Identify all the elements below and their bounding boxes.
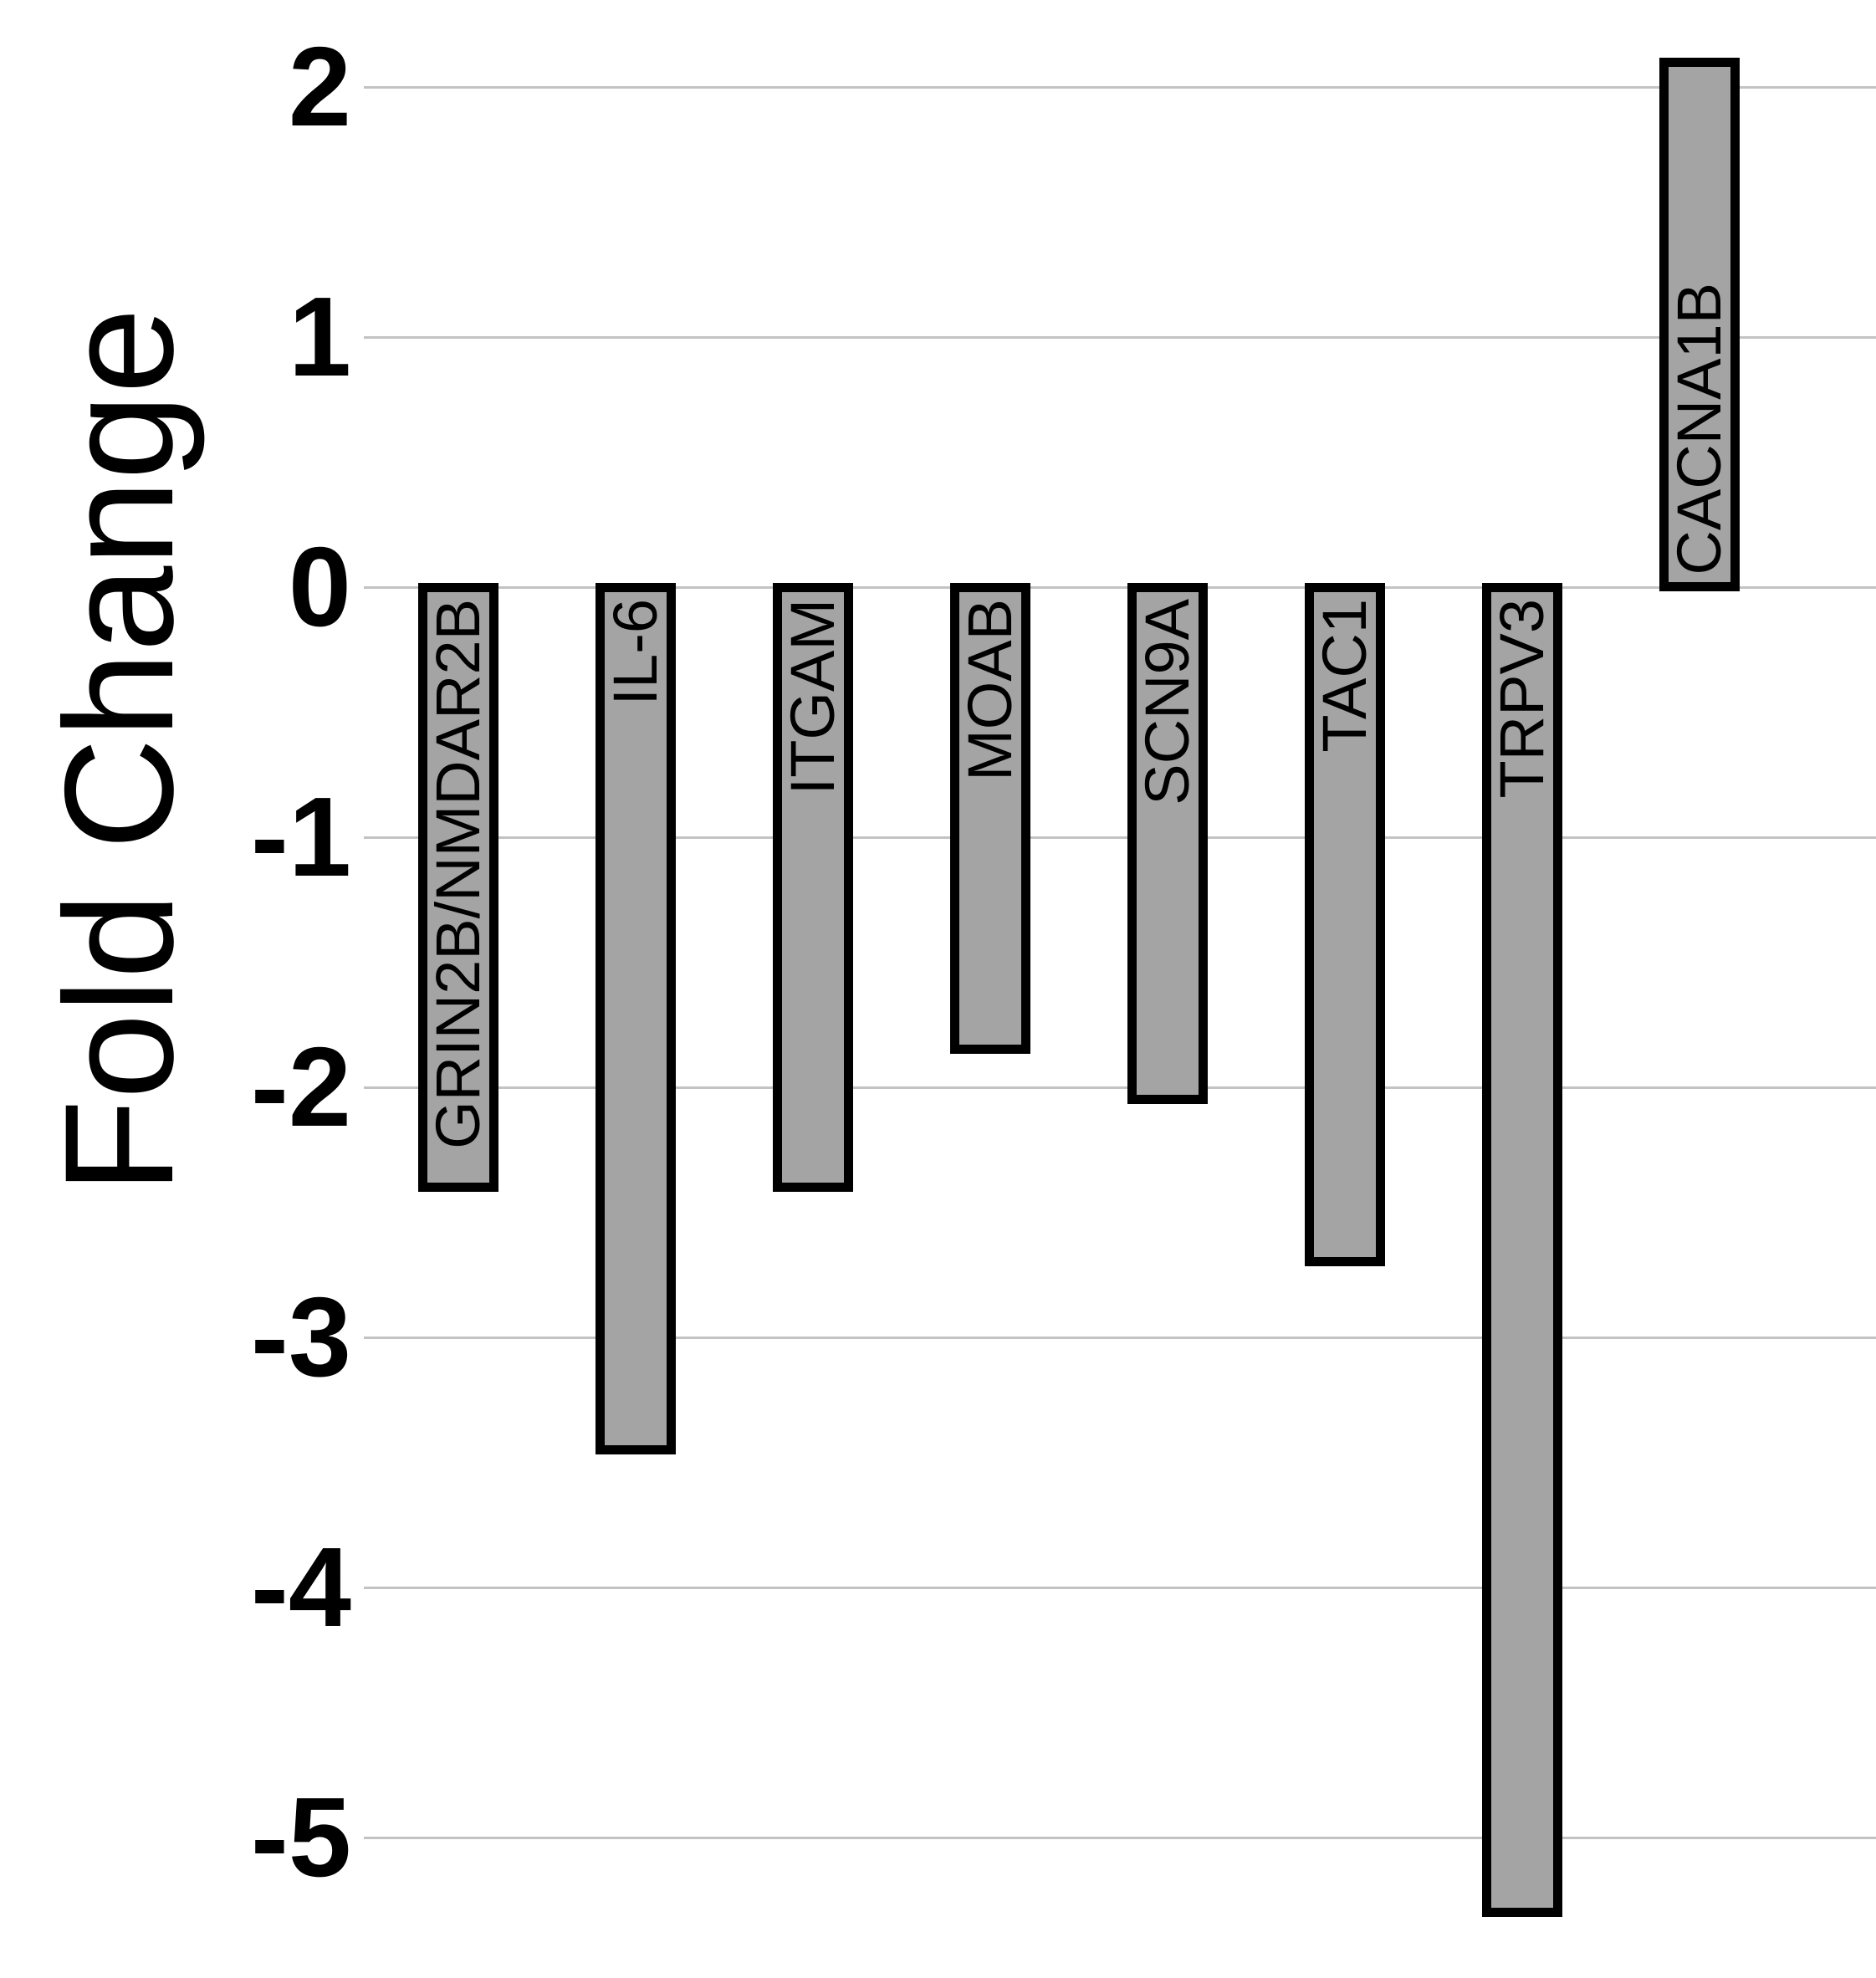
gridline-y--4 — [364, 1587, 1876, 1589]
y-tick-label--3: -3 — [250, 1274, 351, 1400]
bar-tac1: TAC1 — [1305, 583, 1385, 1267]
bar-label-moab: MOAB — [955, 599, 1025, 781]
bar-il-6: IL-6 — [596, 583, 676, 1454]
gridline-y-2 — [364, 86, 1876, 89]
gridline-y-0 — [364, 586, 1876, 589]
bar-label-trpv3: TRPV3 — [1487, 599, 1557, 799]
y-tick-label--4: -4 — [250, 1524, 351, 1650]
bar-trpv3: TRPV3 — [1482, 583, 1562, 1917]
bar-label-grin2b-nmdar2b: GRIN2B/NMDAR2B — [423, 599, 493, 1149]
bar-moab: MOAB — [950, 583, 1030, 1055]
bar-grin2b-nmdar2b: GRIN2B/NMDAR2B — [418, 583, 498, 1192]
gridline-y-1 — [364, 336, 1876, 339]
gridline-y--3 — [364, 1337, 1876, 1339]
y-tick-label-1: 1 — [288, 273, 351, 400]
bar-label-scn9a: SCN9A — [1132, 599, 1202, 805]
bar-scn9a: SCN9A — [1127, 583, 1208, 1104]
bar-itgam: ITGAM — [773, 583, 853, 1192]
y-tick-label--5: -5 — [250, 1774, 351, 1900]
gridline-y--5 — [364, 1837, 1876, 1839]
bar-label-il-6: IL-6 — [601, 599, 670, 706]
bar-label-cacna1b: CACNA1B — [1664, 283, 1734, 575]
bar-label-tac1: TAC1 — [1310, 599, 1379, 753]
gridline-y--2 — [364, 1086, 1876, 1089]
y-tick-label-2: 2 — [288, 23, 351, 150]
gridline-y--1 — [364, 836, 1876, 839]
bar-label-itgam: ITGAM — [778, 599, 847, 795]
y-tick-label--1: -1 — [250, 774, 351, 900]
y-tick-label--2: -2 — [250, 1024, 351, 1150]
bar-cacna1b: CACNA1B — [1659, 58, 1740, 591]
y-tick-label-0: 0 — [288, 524, 351, 650]
